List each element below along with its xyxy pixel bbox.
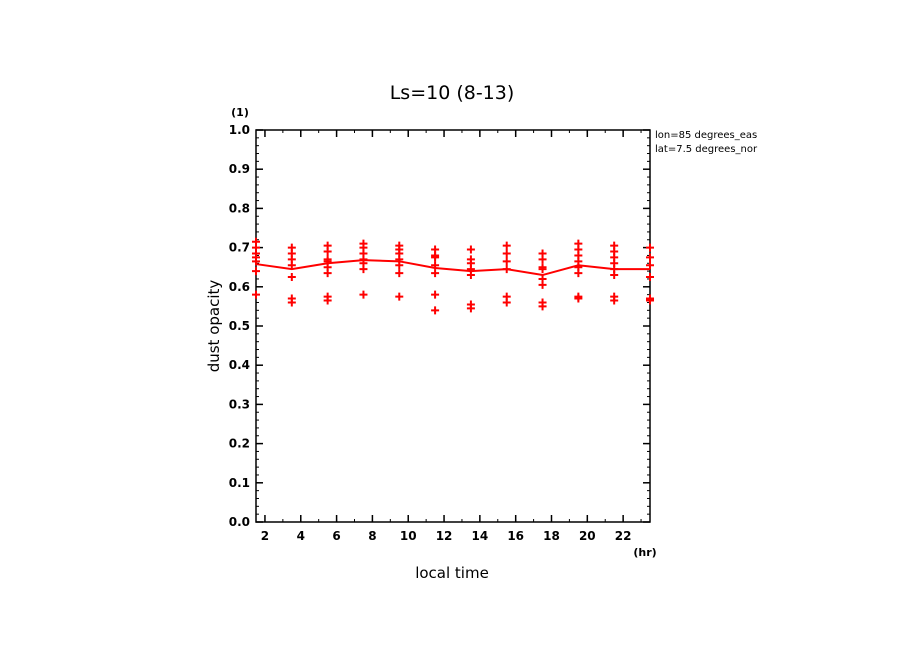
data-point-plus bbox=[646, 273, 654, 281]
data-point-plus bbox=[466, 304, 475, 313]
y-tick-label: 1.0 bbox=[229, 123, 250, 137]
y-tick-label: 0.7 bbox=[229, 241, 250, 255]
data-point-plus bbox=[502, 257, 511, 266]
series-layer bbox=[252, 237, 654, 315]
data-point-plus bbox=[359, 290, 368, 299]
mean-line bbox=[255, 259, 650, 277]
annotation-lon: lon=85 degrees_eas bbox=[655, 130, 757, 141]
y-axis-label: dust opacity bbox=[205, 280, 223, 373]
plot-frame bbox=[255, 129, 651, 523]
data-point-plus bbox=[323, 247, 332, 256]
x-tick-label: 2 bbox=[261, 529, 269, 543]
data-point-plus bbox=[610, 271, 619, 280]
x-tick-label: 4 bbox=[297, 529, 305, 543]
y-unit-label: (1) bbox=[231, 106, 249, 119]
data-point-plus bbox=[502, 265, 511, 274]
data-point-plus bbox=[395, 261, 404, 270]
data-point-plus bbox=[502, 241, 511, 250]
data-point-plus bbox=[610, 296, 619, 305]
data-point-plus bbox=[431, 269, 440, 278]
data-point-plus bbox=[287, 273, 296, 281]
y-tick-label: 0.6 bbox=[229, 280, 250, 294]
data-point-plus bbox=[431, 253, 440, 262]
data-point-plus bbox=[287, 261, 296, 270]
x-tick-label: 10 bbox=[400, 529, 417, 543]
x-tick-label: 14 bbox=[472, 529, 489, 543]
data-point-plus bbox=[431, 290, 440, 299]
data-point-plus bbox=[431, 261, 440, 270]
data-point-plus bbox=[646, 261, 654, 270]
x-tick-label: 20 bbox=[579, 529, 596, 543]
data-point-plus bbox=[359, 265, 368, 274]
data-point-plus bbox=[646, 243, 654, 252]
data-point-plus bbox=[323, 296, 332, 305]
x-tick-label: 8 bbox=[368, 529, 376, 543]
data-point-plus bbox=[466, 271, 475, 280]
y-tick-label: 0.0 bbox=[229, 515, 250, 529]
data-point-plus bbox=[538, 302, 547, 311]
annotation-lat: lat=7.5 degrees_nor bbox=[655, 144, 758, 155]
data-point-plus bbox=[646, 253, 654, 262]
data-point-plus bbox=[323, 269, 332, 278]
y-tick-label: 0.4 bbox=[229, 358, 250, 372]
data-point-plus bbox=[538, 280, 547, 289]
data-point-plus bbox=[574, 294, 583, 303]
x-tick-label: 22 bbox=[615, 529, 632, 543]
data-point-plus bbox=[395, 269, 404, 278]
data-point-plus bbox=[252, 267, 260, 276]
data-point-plus bbox=[252, 290, 260, 299]
data-point-plus bbox=[502, 298, 511, 307]
data-point-plus bbox=[466, 245, 475, 254]
data-point-plus bbox=[538, 265, 547, 274]
x-tick-label: 16 bbox=[507, 529, 524, 543]
data-point-plus bbox=[646, 296, 654, 305]
x-axis-label: local time bbox=[415, 564, 489, 582]
x-tick-label: 12 bbox=[436, 529, 453, 543]
x-tick-label: 18 bbox=[543, 529, 560, 543]
y-tick-label: 0.8 bbox=[229, 201, 250, 215]
y-tick-label: 0.2 bbox=[229, 437, 250, 451]
data-point-plus bbox=[538, 255, 547, 264]
data-point-plus bbox=[252, 257, 260, 266]
data-point-plus bbox=[395, 292, 404, 301]
data-point-plus bbox=[287, 298, 296, 307]
y-tick-label: 0.3 bbox=[229, 397, 250, 411]
y-tick-label: 0.1 bbox=[229, 476, 250, 490]
axes-layer: 0.0 0.1 0.2 0.3 0.4 0.5 0.6 0.7 0.8 0.9 1.0 2 4 6 8 10 1… bbox=[229, 123, 650, 543]
data-point-plus bbox=[574, 269, 583, 278]
data-point-plus bbox=[502, 249, 511, 258]
x-tick-label: 6 bbox=[332, 529, 340, 543]
y-tick-label: 0.9 bbox=[229, 162, 250, 176]
x-unit-label: (hr) bbox=[633, 546, 656, 559]
chart-title: Ls=10 (8-13) bbox=[390, 82, 515, 104]
data-point-plus bbox=[431, 306, 440, 315]
y-tick-label: 0.5 bbox=[229, 319, 250, 333]
